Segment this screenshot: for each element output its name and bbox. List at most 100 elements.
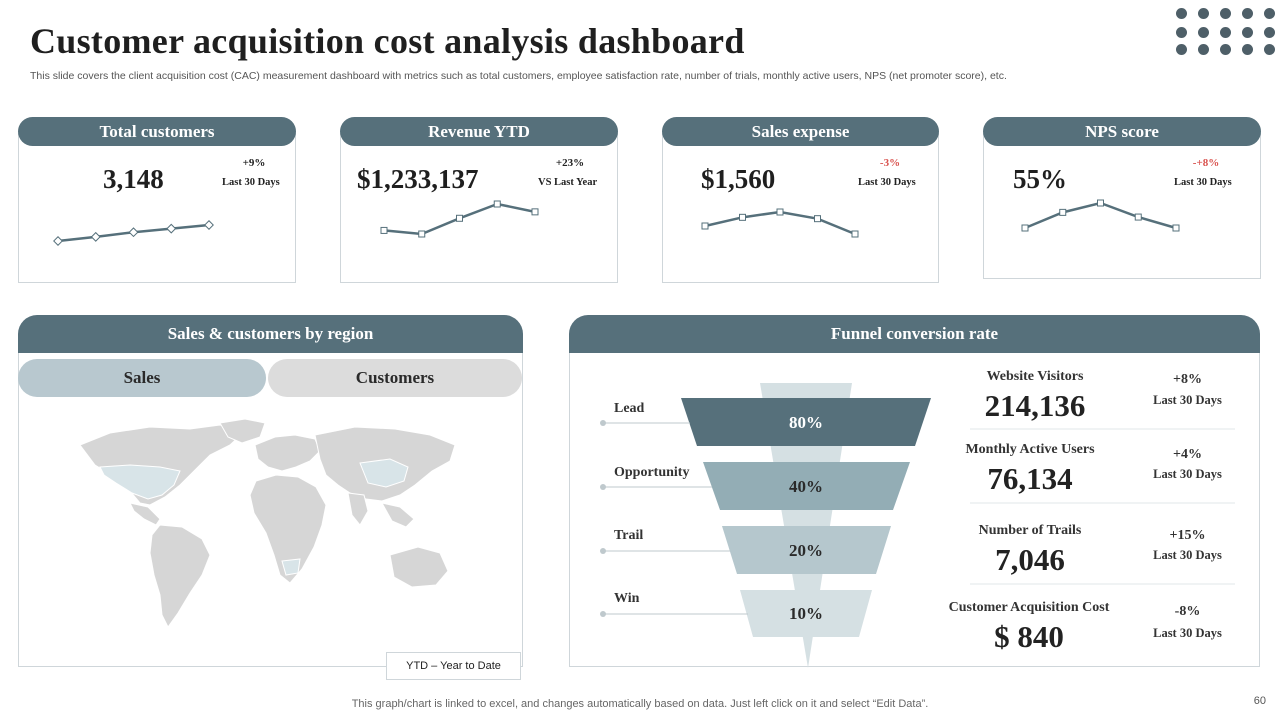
funnel-stage-win [740,590,872,637]
sparkline-point [456,214,463,222]
funnel-label-lead: Lead [614,401,645,416]
sparkline-point [1021,224,1029,232]
kpi-header-nps-score: NPS score [983,117,1261,146]
metric-value-website-visitors: 214,136 [984,388,1086,423]
page-subtitle: This slide covers the client acquisition… [30,70,1007,82]
sparkline-point [53,236,63,246]
metric-period-website-visitors: Last 30 Days [1153,393,1222,407]
dot-icon [1264,44,1275,55]
footer-note: This graph/chart is linked to excel, and… [351,698,929,710]
sparkline-point [1172,224,1180,232]
funnel-stage-opportunity [703,462,910,510]
metric-value-customer-acquisition-cost: $ 840 [994,619,1064,654]
funnel-dot-win [600,611,606,617]
page-number: 60 [1253,695,1266,707]
sparkline-point [418,230,426,238]
dot-icon [1198,27,1209,38]
kpi-card-nps-score [983,133,1261,279]
sparkline-point [380,226,388,234]
map-greenland [219,418,266,444]
funnel-stage-lead [681,398,931,446]
metric-delta-monthly-active-users: +4% [1173,447,1202,462]
metric-period-customer-acquisition-cost: Last 30 Days [1153,626,1222,640]
kpi-period-nps-score: Last 30 Days [1174,177,1232,188]
map-europe [254,434,321,472]
sparkline-point [531,208,539,216]
map-central-america [129,502,161,526]
metric-name-monthly-active-users: Monthly Active Users [965,442,1095,457]
page-title: Customer acquisition cost analysis dashb… [30,21,745,61]
funnel-dot-trail [600,548,606,554]
metric-delta-customer-acquisition-cost: -8% [1174,604,1201,619]
kpi-delta-total-customers: +9% [242,157,266,169]
kpi-value-sales-expense: $1,560 [701,164,776,194]
funnel-label-trail: Trail [614,528,644,543]
decorative-dot-grid [1170,6,1280,56]
map-india [347,492,369,526]
dot-icon [1264,27,1275,38]
dot-icon [1176,27,1187,38]
sparkline-point [90,231,101,242]
dot-icon [1242,27,1253,38]
sparkline-point [1059,208,1067,216]
dot-icon [1198,8,1209,19]
metric-name-number-of-trails: Number of Trails [978,523,1082,538]
kpi-delta-nps-score: -+8% [1192,157,1220,169]
sparkline-point [166,223,177,234]
kpi-card-total-customers [18,133,296,283]
dot-icon [1220,27,1231,38]
tab-customers[interactable]: Customers [268,359,522,397]
kpi-value-revenue-ytd: $1,233,137 [357,164,479,194]
ytd-legend: YTD – Year to Date [386,652,521,680]
map-south-africa-highlight [281,558,301,576]
metric-period-monthly-active-users: Last 30 Days [1153,467,1222,481]
kpi-delta-revenue-ytd: +23% [555,157,585,169]
sparkline-point [814,215,821,223]
kpi-period-revenue-ytd: VS Last Year [538,177,598,188]
map-south-america [149,524,211,628]
sparkline-point [776,208,784,216]
metric-name-customer-acquisition-cost: Customer Acquisition Cost [948,600,1110,615]
metric-value-number-of-trails: 7,046 [995,542,1065,577]
funnel-dot-lead [600,420,606,426]
funnel-value-lead: 80% [789,413,823,432]
funnel-dot-opportunity [600,484,606,490]
dot-icon [1176,8,1187,19]
tab-sales[interactable]: Sales [18,359,266,397]
world-map [79,418,456,628]
kpi-header-total-customers: Total customers [18,117,296,146]
dot-icon [1220,8,1231,19]
dot-icon [1220,44,1231,55]
kpi-value-total-customers: 3,148 [103,164,164,194]
metric-delta-number-of-trails: +15% [1169,528,1206,543]
funnel-label-win: Win [614,591,640,606]
kpi-delta-sales-expense: -3% [879,157,901,169]
sparkline-point [739,213,746,221]
sparkline-point [128,227,139,238]
dot-icon [1198,44,1209,55]
metric-value-monthly-active-users: 76,134 [987,461,1073,496]
map-southeast-asia [381,502,415,528]
dot-icon [1264,8,1275,19]
kpi-card-revenue-ytd [340,133,618,283]
sparkline-point [1134,213,1142,221]
funnel-value-win: 10% [789,604,823,623]
map-africa [249,474,327,584]
funnel-value-trail: 20% [789,541,823,560]
metric-period-number-of-trails: Last 30 Days [1153,548,1222,562]
sparkline-point [493,200,501,208]
dot-icon [1242,8,1253,19]
kpi-value-nps-score: 55% [1013,164,1067,194]
kpi-header-revenue-ytd: Revenue YTD [340,117,618,146]
funnel-backdrop [760,383,852,668]
map-australia [389,546,449,588]
dot-icon [1176,44,1187,55]
kpi-period-sales-expense: Last 30 Days [858,177,916,188]
kpi-header-sales-expense: Sales expense [662,117,939,146]
kpi-period-total-customers: Last 30 Days [222,177,280,188]
region-header: Sales & customers by region [18,315,523,353]
map-usa-highlight [99,464,181,500]
funnel-stage-trail [722,526,891,574]
